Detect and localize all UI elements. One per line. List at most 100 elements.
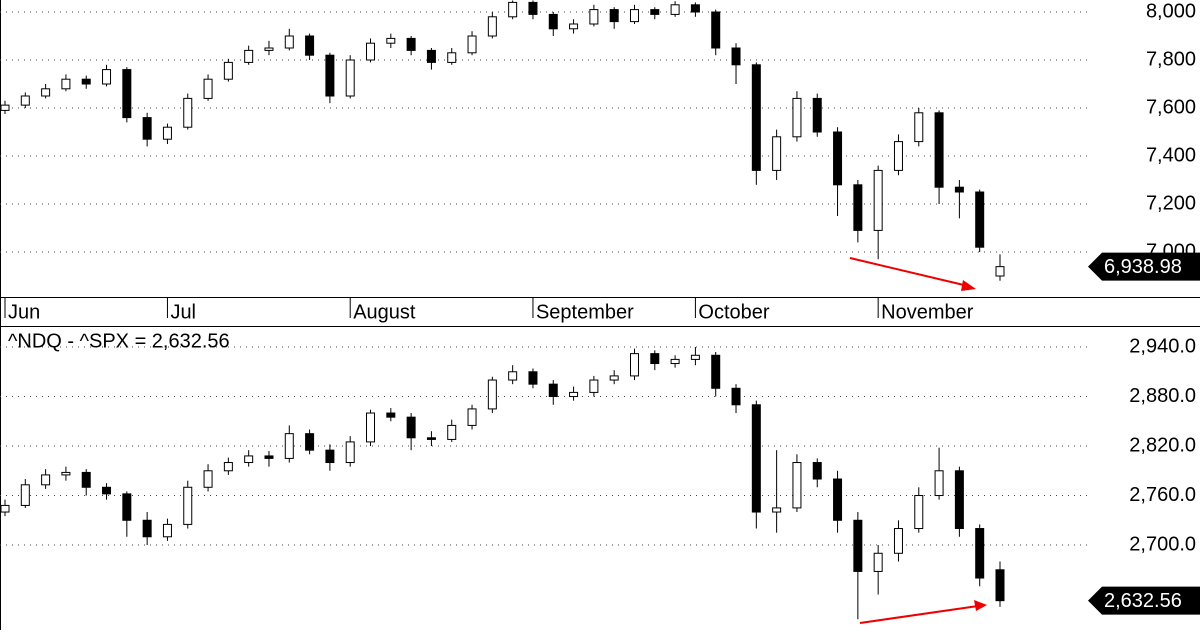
candle-body: [812, 462, 822, 480]
candle-body: [284, 35, 294, 49]
candle-body: [467, 408, 477, 426]
bottom-panel: [0, 346, 1090, 620]
month-label: Jul: [170, 301, 196, 323]
candle-body: [629, 9, 639, 23]
candle-body: [954, 470, 964, 530]
y-tick-label: 2,760.0: [1129, 484, 1196, 506]
top-panel: [0, 0, 1090, 281]
candle-body: [995, 266, 1005, 277]
candle-body: [853, 184, 863, 231]
candle-body: [183, 486, 193, 525]
candle-body: [772, 507, 782, 513]
candle-body: [203, 470, 213, 488]
candle-body: [873, 169, 883, 231]
candle-body: [487, 16, 497, 37]
candle-body: [548, 383, 558, 398]
candle-body: [833, 131, 843, 186]
y-tick-label: 2,940.0: [1129, 335, 1196, 357]
candle-body: [305, 433, 315, 451]
candle-body: [447, 52, 457, 63]
candle-body: [264, 455, 274, 459]
candle-body: [61, 471, 71, 476]
candle-body: [528, 1, 538, 15]
candle-body: [244, 49, 254, 63]
candle-body: [589, 9, 599, 25]
candle-body: [508, 1, 518, 18]
candle-body: [629, 353, 639, 377]
candle-body: [102, 69, 112, 85]
candle-body: [325, 449, 335, 464]
candle-body: [548, 13, 558, 30]
candle-body: [589, 379, 599, 393]
month-label: Jun: [8, 301, 40, 323]
candle-body: [650, 353, 660, 365]
candle-body: [893, 528, 903, 554]
month-label: September: [536, 301, 634, 323]
candle-body: [305, 35, 315, 56]
y-tick-label: 2,700.0: [1129, 533, 1196, 555]
arrow-head: [961, 280, 976, 291]
month-label: August: [353, 301, 416, 323]
candle-body: [569, 23, 579, 30]
candle-body: [20, 484, 30, 506]
last-value-label: 6,938.98: [1104, 256, 1182, 278]
candle-body: [914, 495, 924, 530]
y-tick-label: 7,400: [1146, 144, 1196, 166]
candle-body: [954, 186, 964, 193]
candle-body: [41, 474, 51, 486]
candle-body: [81, 471, 91, 488]
candle-body: [711, 11, 721, 49]
candle-body: [264, 47, 274, 51]
candle-body: [223, 61, 233, 80]
arrow-head: [974, 600, 987, 611]
month-label: November: [881, 301, 974, 323]
candle-body: [812, 97, 822, 133]
candle-body: [873, 552, 883, 572]
candle-body: [345, 59, 355, 97]
candle-body: [690, 4, 700, 13]
last-value-box: [1088, 252, 1200, 281]
y-tick-label: 7,600: [1146, 96, 1196, 118]
candle-body: [142, 117, 152, 140]
candle-body: [508, 371, 518, 381]
candle-body: [386, 37, 396, 44]
candle-body: [995, 569, 1005, 602]
candle-body: [162, 126, 172, 140]
candle-body: [203, 78, 213, 99]
candle-body: [467, 35, 477, 54]
candle-body: [142, 519, 152, 538]
candle-body: [670, 4, 680, 15]
y-tick-label: 8,000: [1146, 0, 1196, 22]
candle-body: [731, 47, 741, 66]
candle-body: [975, 528, 985, 579]
candle-body: [934, 470, 944, 497]
candle-body: [569, 391, 579, 398]
candle-body: [366, 412, 376, 443]
candle-body: [792, 462, 802, 509]
candle-body: [102, 486, 112, 495]
candle-body: [528, 371, 538, 385]
candle-body: [61, 78, 71, 90]
y-tick-label: 2,880.0: [1129, 385, 1196, 407]
candle-body: [20, 95, 30, 106]
y-tick-label: 7,800: [1146, 48, 1196, 70]
candle-body: [792, 97, 802, 138]
candle-body: [122, 493, 132, 521]
last-value-box: [1088, 586, 1200, 615]
candle-body: [833, 478, 843, 521]
y-tick-label: 7,200: [1146, 192, 1196, 214]
candle-body: [41, 88, 51, 97]
candle-body: [426, 49, 436, 63]
candle-body: [934, 112, 944, 188]
candle-body: [426, 437, 436, 440]
candle-body: [406, 37, 416, 51]
candle-body: [731, 387, 741, 406]
candle-body: [345, 441, 355, 464]
candle-body: [487, 379, 497, 410]
candle-body: [751, 404, 761, 513]
candle-body: [893, 141, 903, 171]
candle-body: [772, 136, 782, 171]
candle-body: [447, 424, 457, 440]
